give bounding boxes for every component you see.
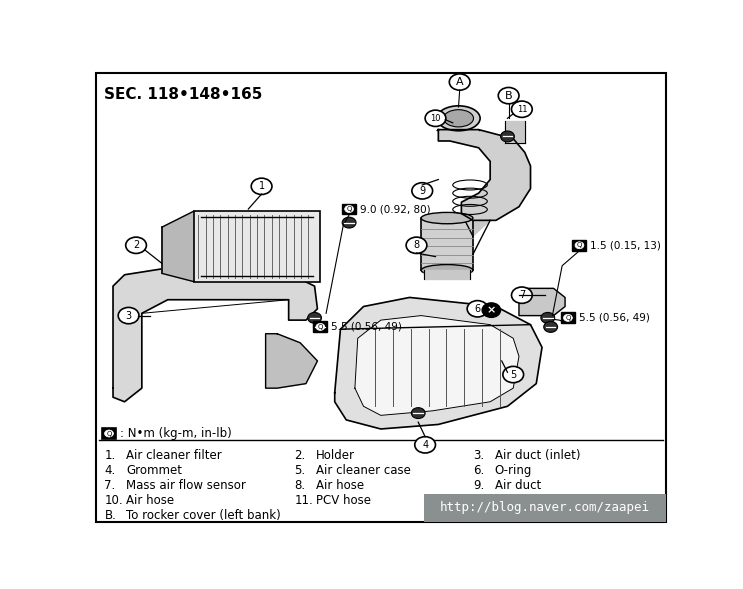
Circle shape xyxy=(544,322,557,332)
Ellipse shape xyxy=(421,264,473,276)
Circle shape xyxy=(501,131,514,142)
Text: Air cleaner filter: Air cleaner filter xyxy=(126,449,222,462)
Polygon shape xyxy=(266,334,317,388)
Text: 7.: 7. xyxy=(104,479,116,492)
Polygon shape xyxy=(424,270,470,279)
Text: To rocker cover (left bank): To rocker cover (left bank) xyxy=(126,509,281,522)
Text: Air cleaner case: Air cleaner case xyxy=(317,464,411,477)
Text: Q: Q xyxy=(346,206,351,212)
Text: : N•m (kg-m, in-lb): : N•m (kg-m, in-lb) xyxy=(120,427,232,440)
Polygon shape xyxy=(334,297,542,429)
Text: Air duct: Air duct xyxy=(495,479,541,492)
Text: 8.: 8. xyxy=(294,479,305,492)
Text: 4: 4 xyxy=(422,440,428,450)
Text: 9.: 9. xyxy=(473,479,484,492)
Text: 2.: 2. xyxy=(294,449,305,462)
Polygon shape xyxy=(355,316,519,415)
Text: ×: × xyxy=(487,305,496,315)
Circle shape xyxy=(425,110,446,127)
Ellipse shape xyxy=(444,110,473,127)
Polygon shape xyxy=(113,268,317,402)
Text: SEC. 118•148•165: SEC. 118•148•165 xyxy=(104,87,263,101)
Circle shape xyxy=(314,322,327,332)
Circle shape xyxy=(251,178,272,194)
Circle shape xyxy=(345,206,354,213)
Ellipse shape xyxy=(421,213,473,224)
Circle shape xyxy=(563,315,572,322)
Bar xyxy=(314,322,328,332)
Circle shape xyxy=(503,366,524,383)
Text: 5.5 (0.56, 49): 5.5 (0.56, 49) xyxy=(331,322,402,332)
Bar xyxy=(194,211,320,282)
Circle shape xyxy=(343,217,356,228)
Circle shape xyxy=(575,242,584,249)
Polygon shape xyxy=(162,211,194,282)
Text: Air hose: Air hose xyxy=(317,479,364,492)
Text: Grommet: Grommet xyxy=(126,464,182,477)
Text: Mass air flow sensor: Mass air flow sensor xyxy=(126,479,246,492)
Text: 6: 6 xyxy=(475,304,481,314)
Text: O-ring: O-ring xyxy=(495,464,532,477)
Text: 10.: 10. xyxy=(104,494,123,507)
Bar xyxy=(421,218,473,270)
Circle shape xyxy=(105,430,114,437)
Text: PCV hose: PCV hose xyxy=(317,494,372,507)
Ellipse shape xyxy=(437,106,480,131)
Text: Q: Q xyxy=(577,242,582,249)
Bar xyxy=(561,312,575,323)
Circle shape xyxy=(511,287,532,303)
Text: 7: 7 xyxy=(519,290,525,300)
Text: 5.: 5. xyxy=(294,464,305,477)
Text: 9.0 (0.92, 80): 9.0 (0.92, 80) xyxy=(360,204,430,214)
Text: 1.: 1. xyxy=(104,449,116,462)
Text: Air hose: Air hose xyxy=(126,494,175,507)
Polygon shape xyxy=(437,130,480,131)
Text: Holder: Holder xyxy=(317,449,355,462)
Polygon shape xyxy=(504,121,525,143)
Text: B: B xyxy=(504,91,513,101)
Text: 4.: 4. xyxy=(104,464,116,477)
Circle shape xyxy=(118,307,139,324)
Circle shape xyxy=(541,312,555,323)
Text: 9: 9 xyxy=(419,186,425,196)
Text: 1: 1 xyxy=(259,181,265,191)
Text: B.: B. xyxy=(104,509,116,522)
Text: 11.: 11. xyxy=(294,494,313,507)
Text: Q: Q xyxy=(106,431,111,436)
Circle shape xyxy=(511,101,532,117)
Circle shape xyxy=(412,183,432,199)
Circle shape xyxy=(482,303,501,317)
Text: Air duct (inlet): Air duct (inlet) xyxy=(495,449,580,462)
Text: Q: Q xyxy=(318,324,323,330)
Polygon shape xyxy=(452,214,490,266)
Text: Q: Q xyxy=(565,315,571,321)
Bar xyxy=(102,428,116,439)
Text: 6.: 6. xyxy=(473,464,484,477)
Circle shape xyxy=(415,436,435,453)
Circle shape xyxy=(308,312,322,323)
Circle shape xyxy=(316,323,325,330)
Circle shape xyxy=(126,237,146,253)
Bar xyxy=(572,240,586,251)
Circle shape xyxy=(412,408,425,419)
Text: 11: 11 xyxy=(516,105,527,114)
Text: 8: 8 xyxy=(413,240,420,250)
Text: 5: 5 xyxy=(510,369,516,379)
Text: A: A xyxy=(456,77,464,87)
Polygon shape xyxy=(438,130,531,220)
Text: 10: 10 xyxy=(430,114,441,123)
Text: 1.5 (0.15, 13): 1.5 (0.15, 13) xyxy=(590,240,661,250)
Circle shape xyxy=(467,300,488,317)
Bar xyxy=(342,204,356,214)
Circle shape xyxy=(406,237,427,253)
Polygon shape xyxy=(519,289,565,316)
Text: 2: 2 xyxy=(133,240,139,250)
Text: 5.5 (0.56, 49): 5.5 (0.56, 49) xyxy=(579,313,649,323)
Text: 3: 3 xyxy=(126,310,132,320)
Text: 3.: 3. xyxy=(473,449,484,462)
